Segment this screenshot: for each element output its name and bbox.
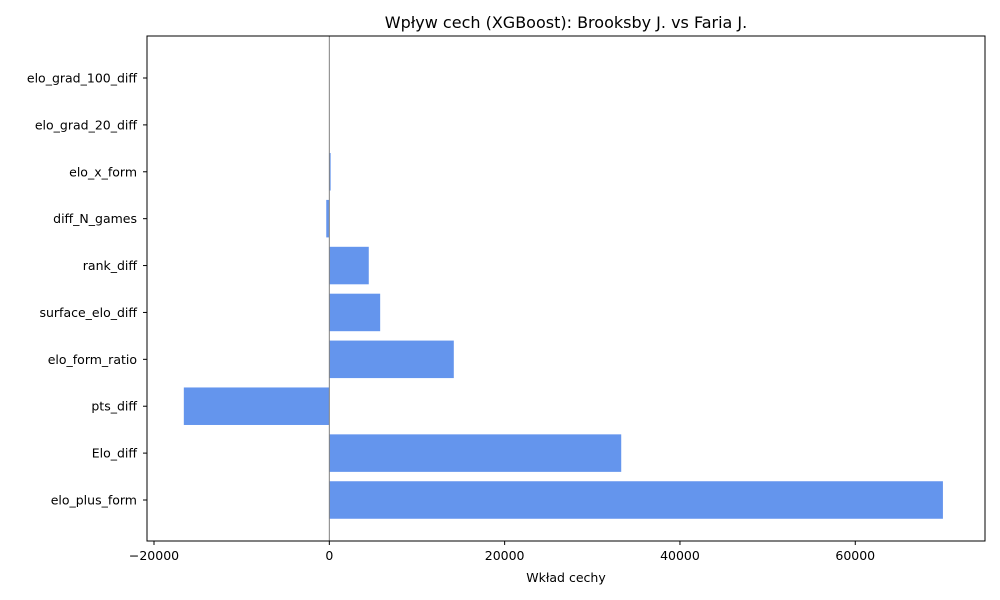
y-tick-label: elo_form_ratio	[48, 352, 137, 367]
y-tick-label: elo_grad_20_diff	[35, 117, 138, 132]
y-tick-label: pts_diff	[91, 399, 137, 414]
y-tick-label: Elo_diff	[92, 446, 138, 461]
x-axis-ticks: −20000 0 20000 40000 60000	[129, 541, 875, 563]
y-tick-label: surface_elo_diff	[39, 305, 137, 320]
chart-title: Wpływ cech (XGBoost): Brooksby J. vs Far…	[385, 13, 747, 32]
x-tick-label: 40000	[660, 548, 700, 563]
x-tick-label: 60000	[835, 548, 875, 563]
x-tick-label: −20000	[129, 548, 179, 563]
bar-elo_plus_form	[329, 481, 943, 519]
bar-elo_x_form	[329, 153, 331, 191]
bar-elo_form_ratio	[329, 340, 454, 379]
bar-rank_diff	[329, 246, 369, 285]
bar-pts_diff	[183, 387, 330, 425]
x-tick-label: 0	[325, 548, 333, 563]
x-tick-label: 20000	[485, 548, 525, 563]
y-tick-label: elo_x_form	[69, 164, 137, 179]
y-tick-label: elo_plus_form	[51, 493, 137, 508]
y-tick-label: rank_diff	[83, 258, 138, 273]
bars-group	[183, 153, 943, 519]
y-tick-label: elo_grad_100_diff	[27, 71, 137, 86]
y-axis-ticks: elo_plus_form Elo_diff pts_diff elo_form_ra…	[27, 71, 147, 508]
bar-diff_N_games	[326, 199, 330, 238]
plot-frame	[146, 35, 986, 542]
x-axis-label: Wkład cechy	[526, 570, 606, 585]
y-tick-label: diff_N_games	[53, 211, 137, 226]
bar-Elo_diff	[329, 434, 622, 472]
bar-surface_elo_diff	[329, 293, 381, 332]
